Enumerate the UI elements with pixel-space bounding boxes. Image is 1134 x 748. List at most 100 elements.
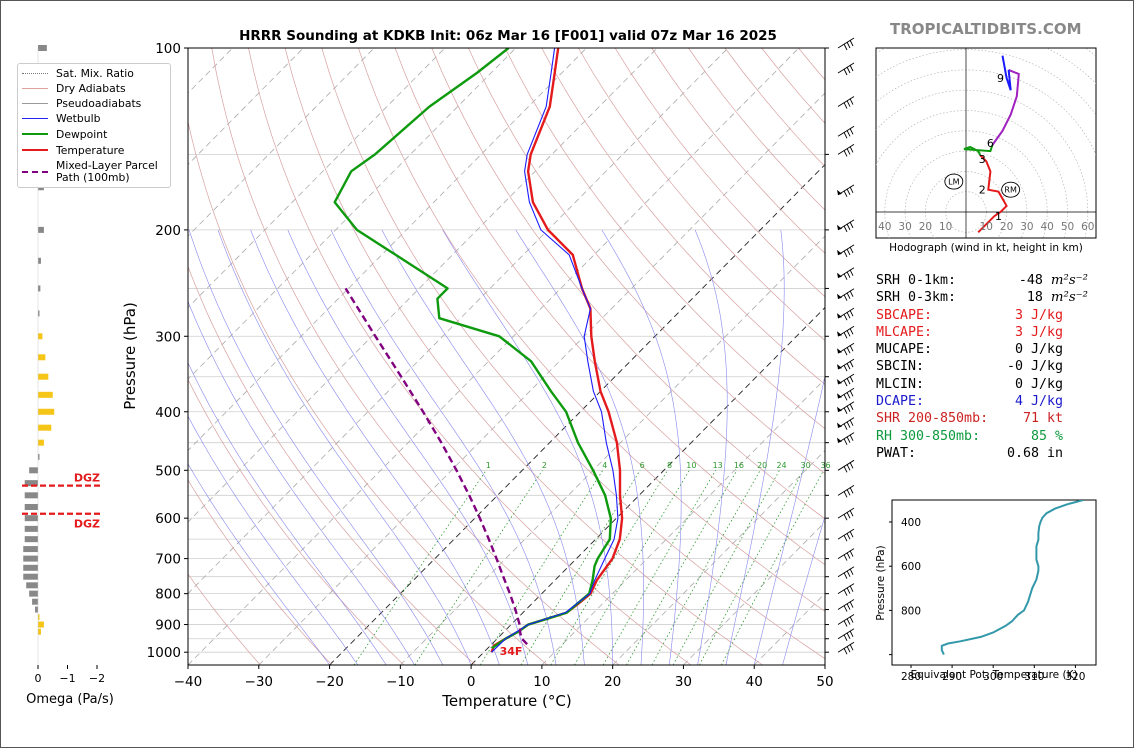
barb-feather	[849, 128, 854, 135]
barb-feather	[849, 434, 854, 441]
hodograph-segment	[963, 144, 994, 156]
mixing-ratio-line	[672, 470, 780, 665]
mixing-ratio-label: 4	[602, 461, 607, 470]
hodograph-tick-label: 10	[980, 221, 993, 233]
wind-barb	[837, 342, 855, 356]
parameter-row: DCAPE: 4 J/kg	[876, 393, 1088, 410]
barb-feather	[849, 39, 854, 47]
barb-flag	[837, 406, 842, 412]
barb-feather	[843, 554, 848, 561]
barb-feather	[843, 132, 848, 139]
barb-feather	[846, 347, 851, 354]
omega-bar	[38, 408, 55, 415]
omega-bar	[38, 373, 49, 380]
theta-e-xlabel: Equivalent Pot. Temperature (K)	[910, 669, 1077, 681]
parameter-unit: m²s⁻²	[1050, 273, 1088, 288]
barb-feather	[843, 190, 848, 198]
barb-staff	[837, 583, 855, 595]
barb-feather	[843, 313, 848, 321]
mixing-ratio-label: 36	[820, 461, 830, 470]
barb-staff	[837, 459, 855, 471]
hodograph-tick-label: 60	[1081, 221, 1094, 233]
mixing-ratio-line	[353, 470, 487, 665]
barb-feather	[846, 464, 851, 471]
barb-feather	[843, 572, 848, 579]
hodograph-tick-label: 40	[878, 221, 891, 233]
parameter-label: PWAT:	[876, 445, 917, 461]
parameter-row: MLCAPE: 3 J/kg	[876, 324, 1088, 341]
mixing-ratio-line	[479, 470, 604, 665]
series-line-wetbulb	[491, 48, 619, 653]
barb-feather	[849, 616, 854, 623]
omega-bar	[38, 257, 41, 264]
theta-e-ylabel: Pressure (hPa)	[875, 545, 887, 620]
theta-e-panel: 280 290 300 310 320 400 600 800	[889, 499, 1097, 683]
wind-barb	[837, 432, 855, 445]
legend-item-pseudoadiabats: Pseudoadiabats	[22, 96, 141, 110]
legend-label: Sat. Mix. Ratio	[56, 66, 134, 80]
barb-feather	[849, 643, 854, 651]
barb-feather	[849, 568, 854, 575]
pseudoadiabat	[250, 229, 500, 665]
x-tick-label: 20	[604, 674, 621, 690]
wind-barb	[837, 417, 855, 430]
barb-feather	[843, 466, 848, 473]
barb-feather	[849, 309, 854, 317]
barb-feather	[846, 405, 851, 412]
pseudoadiabat	[515, 229, 644, 665]
parameter-label: MUCAPE:	[876, 342, 933, 358]
wind-barb	[837, 288, 855, 301]
omega-bar	[23, 573, 38, 580]
parameter-table: SRH 0-1km: -48 m²s⁻² SRH 0-3km: 18 m²s⁻² SBCAP…	[876, 272, 1088, 462]
barb-feather	[849, 221, 854, 229]
theta-e-xtick-label: 300	[983, 671, 1003, 683]
dry-adiabat	[188, 573, 261, 665]
surface-temp-label: 34F	[500, 645, 523, 658]
legend-swatch	[22, 133, 48, 135]
parameter-row: SBCAPE: 3 J/kg	[876, 307, 1088, 324]
x-tick-label: 50	[816, 674, 833, 690]
pseudoadiabat	[694, 229, 728, 665]
wind-barb	[837, 267, 855, 280]
barb-staff	[837, 528, 855, 540]
wind-barb	[837, 614, 855, 627]
pseudoadiabat	[188, 229, 444, 665]
barb-feather	[849, 390, 854, 397]
legend-swatch	[22, 102, 48, 104]
parameter-value: -48 m²s⁻²	[1019, 272, 1088, 289]
y-tick-label: 900	[155, 618, 181, 634]
barb-feather	[849, 246, 854, 254]
omega-bar	[38, 439, 44, 446]
barb-feather	[849, 550, 854, 557]
barb-feather	[846, 489, 851, 496]
isotherm	[470, 306, 825, 665]
parameter-value: 4 J/kg	[1014, 394, 1063, 410]
isotherm	[612, 449, 825, 665]
dry-adiabat	[188, 378, 405, 665]
parameter-number: 18	[1026, 290, 1043, 306]
y-tick-label: 100	[155, 41, 181, 57]
pseudoadiabat	[188, 415, 359, 665]
parameter-value: 0 J/kg	[1014, 376, 1063, 392]
hodograph-tick-label: 40	[1041, 221, 1054, 233]
mixing-ratio-label: 24	[776, 461, 786, 470]
omega-tick-label: −1	[59, 672, 75, 685]
barb-feather	[846, 188, 851, 196]
parameter-label: SBCIN:	[876, 359, 925, 375]
legend-label: Dry Adiabats	[56, 81, 126, 95]
barb-flag	[837, 364, 842, 370]
barb-staff	[837, 484, 855, 496]
mixing-ratio-label: 2	[542, 461, 547, 470]
pseudoadiabat	[188, 463, 330, 665]
wind-barb	[837, 401, 855, 414]
barb-staff	[837, 641, 855, 653]
y-tick-label: 700	[155, 552, 181, 568]
barb-feather	[846, 436, 851, 443]
theta-e-xtick-label: 280	[901, 671, 921, 683]
parameter-number: -48	[1018, 273, 1043, 288]
dry-adiabat	[321, 48, 825, 660]
pseudoadiabat	[753, 374, 825, 665]
barb-staff	[837, 614, 855, 625]
pseudoadiabat	[217, 229, 472, 665]
hodograph-height-label: 2	[979, 184, 986, 197]
